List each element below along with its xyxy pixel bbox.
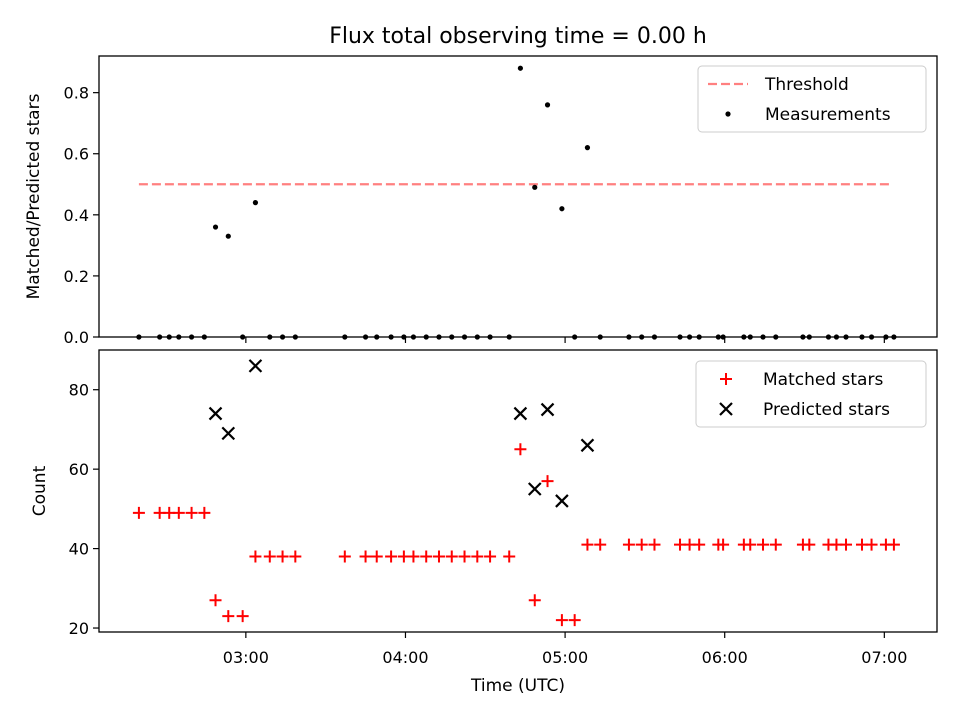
data-point: [559, 206, 565, 212]
data-point: [568, 614, 581, 627]
legend-box: [695, 360, 927, 428]
legend: Threshold Measurements: [697, 65, 927, 133]
x-tick-label: 05:00: [542, 648, 588, 667]
data-point: [458, 550, 471, 563]
y-tick-label: 80: [69, 381, 89, 400]
data-point: [248, 359, 263, 373]
data-point: [540, 402, 555, 417]
data-point: [840, 538, 853, 551]
data-point: [484, 550, 497, 563]
data-point: [532, 184, 538, 190]
data-point: [359, 550, 372, 563]
legend-label: Threshold: [764, 75, 849, 95]
data-point: [276, 550, 289, 563]
x-axis-label: Time (UTC): [470, 676, 565, 696]
data-point: [445, 550, 458, 563]
data-point: [370, 550, 383, 563]
data-point: [635, 538, 648, 551]
data-point: [580, 438, 595, 453]
data-point: [209, 594, 222, 607]
data-point: [132, 506, 145, 519]
legend-key: [719, 402, 733, 416]
data-point: [803, 538, 816, 551]
legend-key: [725, 111, 731, 117]
data-point: [514, 443, 527, 456]
legend: Matched stars Predicted stars: [695, 360, 927, 428]
data-point: [432, 550, 445, 563]
legend-label: Predicted stars: [763, 400, 890, 420]
data-point: [517, 65, 523, 71]
data-point: [744, 538, 757, 551]
legend-label: Matched stars: [763, 370, 883, 390]
y-tick-label: 20: [69, 619, 89, 638]
data-point: [420, 550, 433, 563]
x-tick-label: 06:00: [702, 648, 748, 667]
data-point: [513, 406, 528, 421]
data-point: [555, 494, 569, 508]
data-point: [648, 538, 661, 551]
data-point: [185, 506, 198, 519]
legend-key: [720, 373, 732, 385]
data-point: [544, 102, 551, 108]
y-tick-label: 0.2: [64, 267, 89, 286]
data-point: [693, 538, 706, 551]
data-point: [222, 610, 235, 623]
y-tick-label: 0.6: [64, 145, 89, 164]
data-point: [584, 145, 591, 151]
data-point: [252, 200, 259, 206]
data-point: [541, 475, 554, 488]
y-tick-label: 0.4: [64, 206, 89, 225]
axes-frame: [98, 55, 938, 338]
data-point: [503, 550, 516, 563]
data-point: [527, 482, 542, 496]
data-point: [528, 594, 541, 607]
axes-frame: [98, 349, 938, 633]
x-tick-label: 07:00: [861, 648, 907, 667]
data-point: [757, 538, 770, 551]
data-point: [212, 224, 219, 230]
chart-title: Flux total observing time = 0.00 h: [329, 24, 707, 49]
data-point: [471, 550, 484, 563]
data-point: [622, 538, 635, 551]
data-point: [221, 426, 236, 441]
y-tick-label: 0.8: [64, 84, 89, 103]
data-point: [263, 550, 276, 563]
data-point: [555, 614, 568, 627]
x-tick-label: 04:00: [382, 648, 428, 667]
data-point: [198, 506, 211, 519]
panel-count: 20 40 60 80 03:00 04:00 05:00 06:00 07:00 Count Ma…: [30, 349, 938, 667]
data-point: [385, 550, 398, 563]
data-point: [865, 538, 878, 551]
series-predicted-stars: [208, 359, 595, 508]
legend-label: Measurements: [765, 105, 891, 125]
data-point: [225, 233, 231, 239]
y-tick-label: 60: [69, 460, 89, 479]
data-point: [769, 538, 782, 551]
data-point: [208, 406, 223, 421]
panel-ratio: 0.0 0.2 0.4 0.6 0.8 Matched/Predicted stars Th…: [24, 55, 938, 347]
data-point: [717, 538, 730, 551]
panels: 0.0 0.2 0.4 0.6 0.8 Matched/Predicted stars Th…: [24, 55, 938, 667]
legend-box: [697, 65, 927, 133]
series-matched-stars: [132, 443, 900, 627]
data-point: [581, 538, 594, 551]
data-point: [236, 610, 249, 623]
y-axis-label: Matched/Predicted stars: [24, 93, 44, 299]
data-point: [887, 538, 900, 551]
y-tick-label: 40: [69, 540, 89, 559]
y-tick-label: 0.0: [64, 328, 89, 347]
data-point: [338, 550, 351, 563]
data-point: [172, 506, 185, 519]
x-tick-label: 03:00: [223, 648, 269, 667]
data-point: [249, 550, 262, 563]
data-point: [289, 550, 302, 563]
data-point: [407, 550, 420, 563]
data-point: [594, 538, 607, 551]
series-measurements: [136, 65, 897, 340]
y-axis-label: Count: [30, 465, 50, 516]
